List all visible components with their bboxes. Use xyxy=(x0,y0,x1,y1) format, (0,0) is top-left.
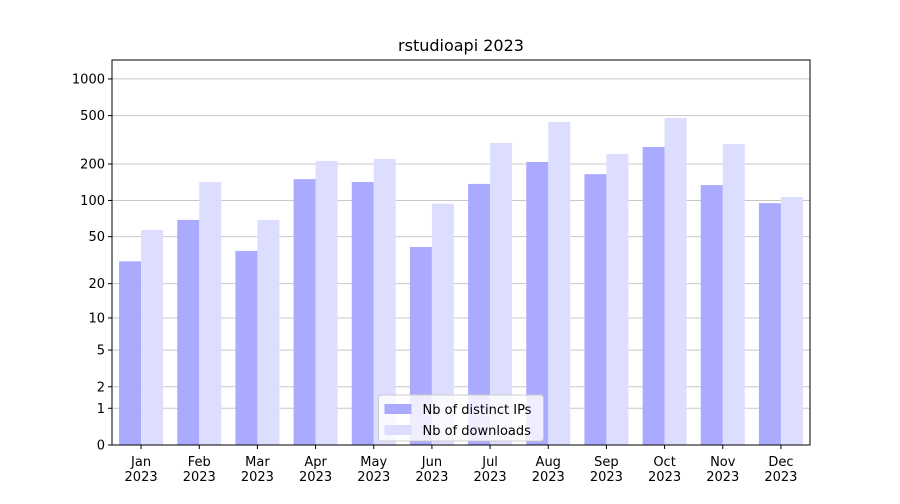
bar xyxy=(351,182,374,445)
bar xyxy=(548,122,571,445)
bar xyxy=(490,142,513,445)
x-tick-label: Jun 2023 xyxy=(415,455,448,485)
y-tick-label: 50 xyxy=(88,230,105,245)
bar xyxy=(780,196,803,445)
plot-frame xyxy=(111,59,811,446)
bar xyxy=(468,183,491,445)
x-tick-label: Sep 2023 xyxy=(590,455,623,485)
y-tick-label: 0 xyxy=(97,439,105,454)
chart-title: rstudioapi 2023 xyxy=(398,36,524,55)
y-tick-label: 500 xyxy=(80,109,105,124)
x-tick-label: Feb 2023 xyxy=(183,455,216,485)
y-tick-label: 20 xyxy=(88,277,105,292)
bar xyxy=(177,219,200,445)
y-tick-label: 100 xyxy=(80,194,105,209)
x-tick-label: Apr 2023 xyxy=(299,455,332,485)
bar xyxy=(606,153,629,445)
bar xyxy=(431,203,454,445)
x-tick-label: May 2023 xyxy=(357,455,390,485)
legend-swatch xyxy=(384,425,412,435)
legend-swatch xyxy=(384,404,412,414)
legend-label: Nb of downloads xyxy=(423,424,532,439)
bar xyxy=(584,174,607,445)
y-tick-label: 5 xyxy=(97,344,105,359)
x-tick-label: Jan 2023 xyxy=(125,455,158,485)
x-tick-label: Jul 2023 xyxy=(474,455,507,485)
legend-box xyxy=(378,394,544,442)
legend: Nb of distinct IPs Nb of downloads xyxy=(378,394,544,442)
bar xyxy=(526,161,549,445)
x-tick-label: Nov 2023 xyxy=(706,455,739,485)
y-tick-label: 1000 xyxy=(72,72,105,87)
y-tick-label: 1 xyxy=(97,402,105,417)
bars xyxy=(119,117,803,446)
y-tick-label: 200 xyxy=(80,158,105,173)
axes: 0 1 2 5 10 20 50 100 200 500 1000 Jan 2023 Feb 2023 Mar… xyxy=(72,72,798,485)
x-tick-label: Dec 2023 xyxy=(764,455,797,485)
x-tick-label: Mar 2023 xyxy=(241,455,274,485)
bar xyxy=(141,229,164,445)
bar xyxy=(235,250,258,445)
bar xyxy=(642,147,665,445)
bar xyxy=(373,158,396,445)
bar xyxy=(700,185,723,446)
bar xyxy=(119,261,142,445)
bar xyxy=(315,160,338,445)
y-tick-label: 10 xyxy=(88,311,105,326)
bar xyxy=(199,182,222,445)
bar xyxy=(758,203,781,445)
bar xyxy=(293,179,316,445)
bar xyxy=(257,219,280,445)
x-tick-label: Aug 2023 xyxy=(532,455,565,485)
bar xyxy=(664,117,687,446)
bar xyxy=(722,144,745,446)
y-tick-label: 2 xyxy=(97,380,105,395)
x-tick-label: Oct 2023 xyxy=(648,455,681,485)
legend-label: Nb of distinct IPs xyxy=(423,403,532,418)
